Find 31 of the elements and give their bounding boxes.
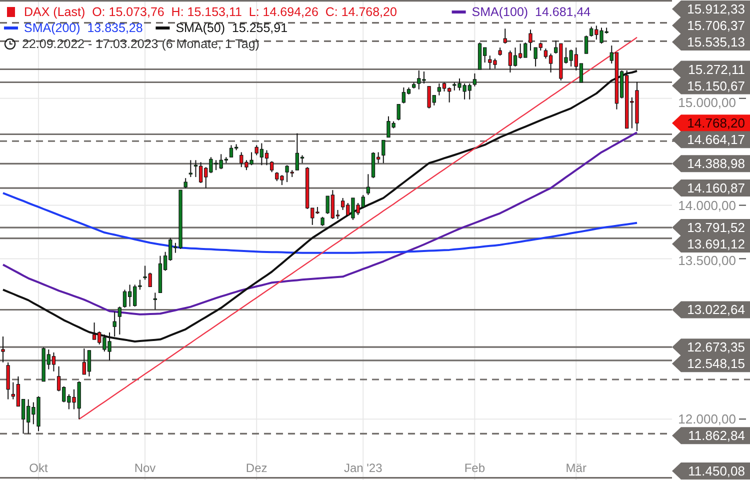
ref-line-label: 15.706,37 <box>687 18 745 33</box>
ref-line-label: 15.272,11 <box>688 62 745 77</box>
ref-line-label: 11.862,84 <box>688 428 745 444</box>
x-tick-label: Mär <box>566 461 586 475</box>
x-tick-label: Nov <box>134 461 156 475</box>
x-tick-label: Feb <box>464 461 486 475</box>
ref-line-label: 14.664,17 <box>687 132 745 148</box>
ref-line-label: 13.022,64 <box>687 302 745 318</box>
y-tick-label: 13.500,00 <box>678 253 736 268</box>
ref-line-label: 13.691,12 <box>687 236 745 252</box>
ref-line-label: 14.160,87 <box>687 180 745 196</box>
x-tick-label: Dez <box>246 461 268 475</box>
text: 14.768,20 <box>687 116 745 131</box>
y-tick-label: 15.000,00 <box>678 94 736 110</box>
ref-line-label: 12.548,15 <box>687 356 745 372</box>
y-tick-label: 14.000,00 <box>678 198 736 213</box>
x-tick-label: Jan '23 <box>344 461 383 475</box>
legend-label: SMA(50) 15.255,91 <box>176 21 288 35</box>
ref-line-label: 15.150,67 <box>687 78 745 94</box>
ref-line-label: 14.388,98 <box>687 156 745 172</box>
y-tick-label: 12.000,00 <box>678 412 736 427</box>
x-tick-label: Okt <box>29 461 48 475</box>
ref-line-label: 11.450,08 <box>688 464 745 478</box>
ref-line-label: 15.912,33 <box>687 2 745 16</box>
text: 22.09.2022 - 17.03.2023 (6 Monate, 1 Tag) <box>22 37 260 51</box>
ref-line-label: 15.535,13 <box>687 34 745 50</box>
legend-label: SMA(100) 14.681,44 <box>472 5 591 19</box>
ref-line-label: 13.791,52 <box>687 220 745 236</box>
ref-line-label: 12.673,35 <box>687 340 745 355</box>
legend-label: DAX (Last) O: 15.073,76 H: 15.153,11 L: 14.694,26 C: 14.768,20 <box>24 5 397 19</box>
legend-label: SMA(200) 13.835,28 <box>24 21 143 35</box>
